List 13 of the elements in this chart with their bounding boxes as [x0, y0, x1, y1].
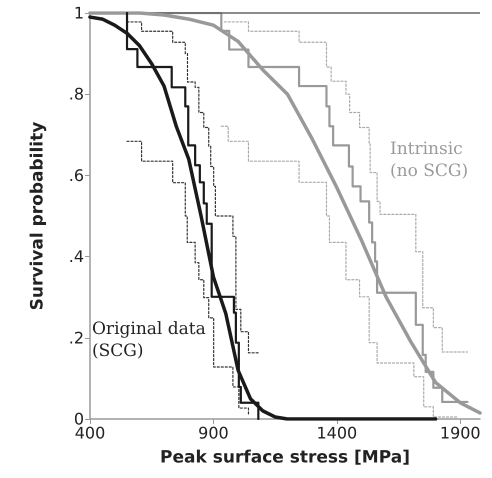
y-tick-label: .4 [68, 247, 84, 266]
annotation: Original data (SCG) [92, 319, 206, 361]
annotation: Intrinsic (no SCG) [390, 139, 468, 181]
x-tick-label: 1900 [440, 424, 481, 442]
x-tick-label: 900 [198, 424, 229, 442]
y-axis-title: Survival probability [28, 122, 48, 310]
y-tick-label: .6 [68, 166, 84, 185]
y-tick-label: .8 [68, 84, 84, 104]
x-axis-title: Peak surface stress [MPa] [160, 448, 410, 468]
x-tick-label: 1400 [316, 424, 358, 442]
y-tick-label: .2 [68, 328, 84, 348]
y-tick-label: 1 [74, 4, 84, 22]
x-tick-label: 400 [74, 424, 106, 442]
